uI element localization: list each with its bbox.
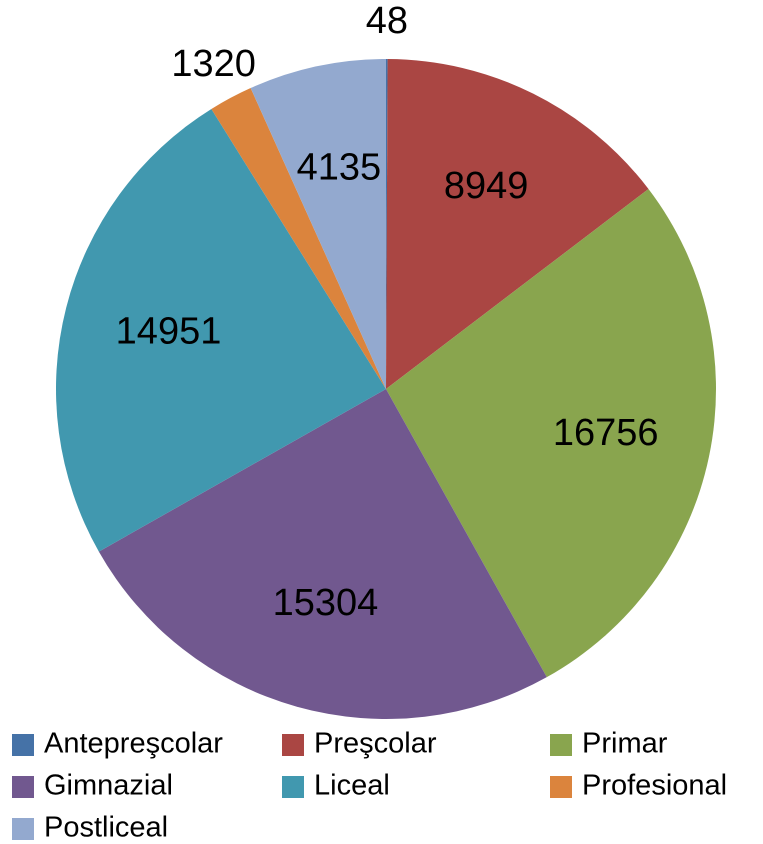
pie-slice [98,389,547,719]
data-label: 16756 [553,412,659,454]
legend-swatch [282,776,304,798]
legend-label: Preşcolar [314,728,437,760]
legend-swatch [550,734,572,756]
data-label: 15304 [273,582,379,624]
legend-swatch [550,776,572,798]
pie-slice [386,59,649,390]
pie-slice [211,88,386,389]
legend-swatch [12,818,34,840]
legend-swatch [282,734,304,756]
legend-label: Liceal [314,770,390,802]
pie-slice [55,108,387,552]
legend-label: Antepreşcolar [44,728,223,760]
legend-label: Primar [582,728,668,760]
data-label: 48 [366,0,408,42]
data-label: 4135 [297,147,382,189]
data-label: 1320 [171,43,256,85]
legend-label: Profesional [582,770,727,802]
legend-swatch [12,776,34,798]
pie-slice [250,59,386,389]
legend-label: Postliceal [44,812,168,844]
legend-label: Gimnazial [44,770,173,802]
data-label: 14951 [116,311,222,353]
legend-swatch [12,734,34,756]
data-label: 8949 [444,165,529,207]
pie-slice [386,189,716,678]
pie-slice [386,59,388,389]
